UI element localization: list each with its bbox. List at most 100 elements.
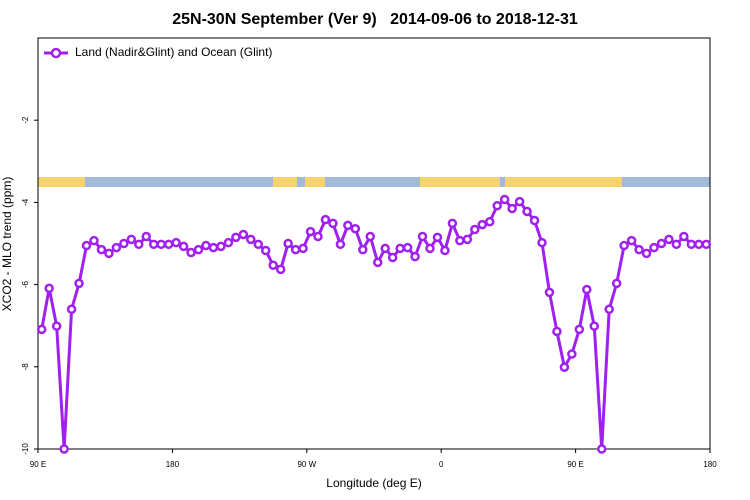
data-point [365,231,376,242]
data-point [201,240,211,251]
data-point [81,240,92,251]
data-point [574,324,585,335]
data-point [440,245,450,256]
data-point [104,248,114,259]
data-point [275,264,286,275]
data-point [470,224,480,235]
data-point [596,444,607,454]
data-point [664,234,674,245]
data-point [298,243,308,254]
data-point [126,234,137,245]
data-point [679,231,689,242]
data-point [447,218,458,229]
data-point [559,362,570,372]
x-tick-label: 90 E [567,460,583,469]
data-point [402,242,413,253]
data-point [186,247,196,258]
data-point [358,244,368,255]
data-point [163,239,174,250]
land-band [305,177,325,187]
data-point [484,216,495,227]
data-point [619,240,629,251]
land-ocean-strip [38,177,710,187]
data-point [193,244,204,255]
data-point [89,235,99,246]
data-point [51,321,62,331]
x-tick-label: 0 [439,460,444,469]
data-point [656,238,667,249]
data-point [238,229,249,240]
legend-label: Land (Nadir&Glint) and Ocean (Glint) [75,45,272,59]
data-point [290,244,301,255]
data-point [589,321,600,331]
data-point [410,251,420,262]
data-point [260,245,271,256]
data-point [582,284,592,295]
data-point [305,226,316,237]
y-tick-label: -10 [21,443,30,455]
data-point [694,239,704,250]
data-point [462,234,473,245]
data-point [283,238,293,249]
land-band [420,177,500,187]
data-point [417,231,428,242]
data-point [216,241,226,252]
data-point [380,243,390,254]
data-point [320,214,331,225]
data-point [671,239,682,250]
data-point [96,244,107,255]
data-point [156,239,166,250]
data-point [246,234,256,245]
data-point [223,237,234,248]
data-point [208,242,219,253]
data-point [253,239,264,250]
data-point [499,194,510,205]
x-axis-label: Longitude (deg E) [326,476,421,490]
data-point [387,252,398,263]
x-tick-label: 180 [166,460,180,469]
land-band [505,177,622,187]
data-point [231,232,241,243]
y-tick-label: -4 [21,198,30,206]
data-point [335,239,346,250]
data-point [522,206,532,217]
data-point [604,304,614,315]
data-point [171,237,181,248]
data-point [537,237,547,248]
data-point [74,278,84,289]
data-point [66,304,77,315]
data-point [611,278,622,289]
land-band [273,177,297,187]
data-point [372,257,383,268]
data-point [514,196,525,207]
data-point [268,260,278,271]
data-point [141,231,152,242]
data-point [544,287,555,298]
y-tick-label: -2 [21,116,30,124]
x-tick-label: 180 [703,460,717,469]
x-tick-label: 90 E [30,460,46,469]
data-point [567,349,577,359]
data-point [350,223,361,234]
data-point [529,215,540,226]
land-band [38,177,85,187]
data-point [649,242,659,253]
data-point [641,248,652,259]
ocean-band [38,177,710,187]
data-point [455,235,465,246]
data-point [328,218,338,229]
data-point [111,242,122,253]
legend-marker [50,47,62,59]
data-point [178,241,189,252]
data-point [395,243,405,254]
data-point [134,239,144,250]
data-point [59,444,69,454]
data-point [686,239,697,250]
data-point [477,219,488,230]
data-point [148,239,159,250]
data-point [425,243,435,254]
data-point [701,239,712,250]
data-point [626,235,637,246]
y-tick-label: -6 [21,280,30,288]
